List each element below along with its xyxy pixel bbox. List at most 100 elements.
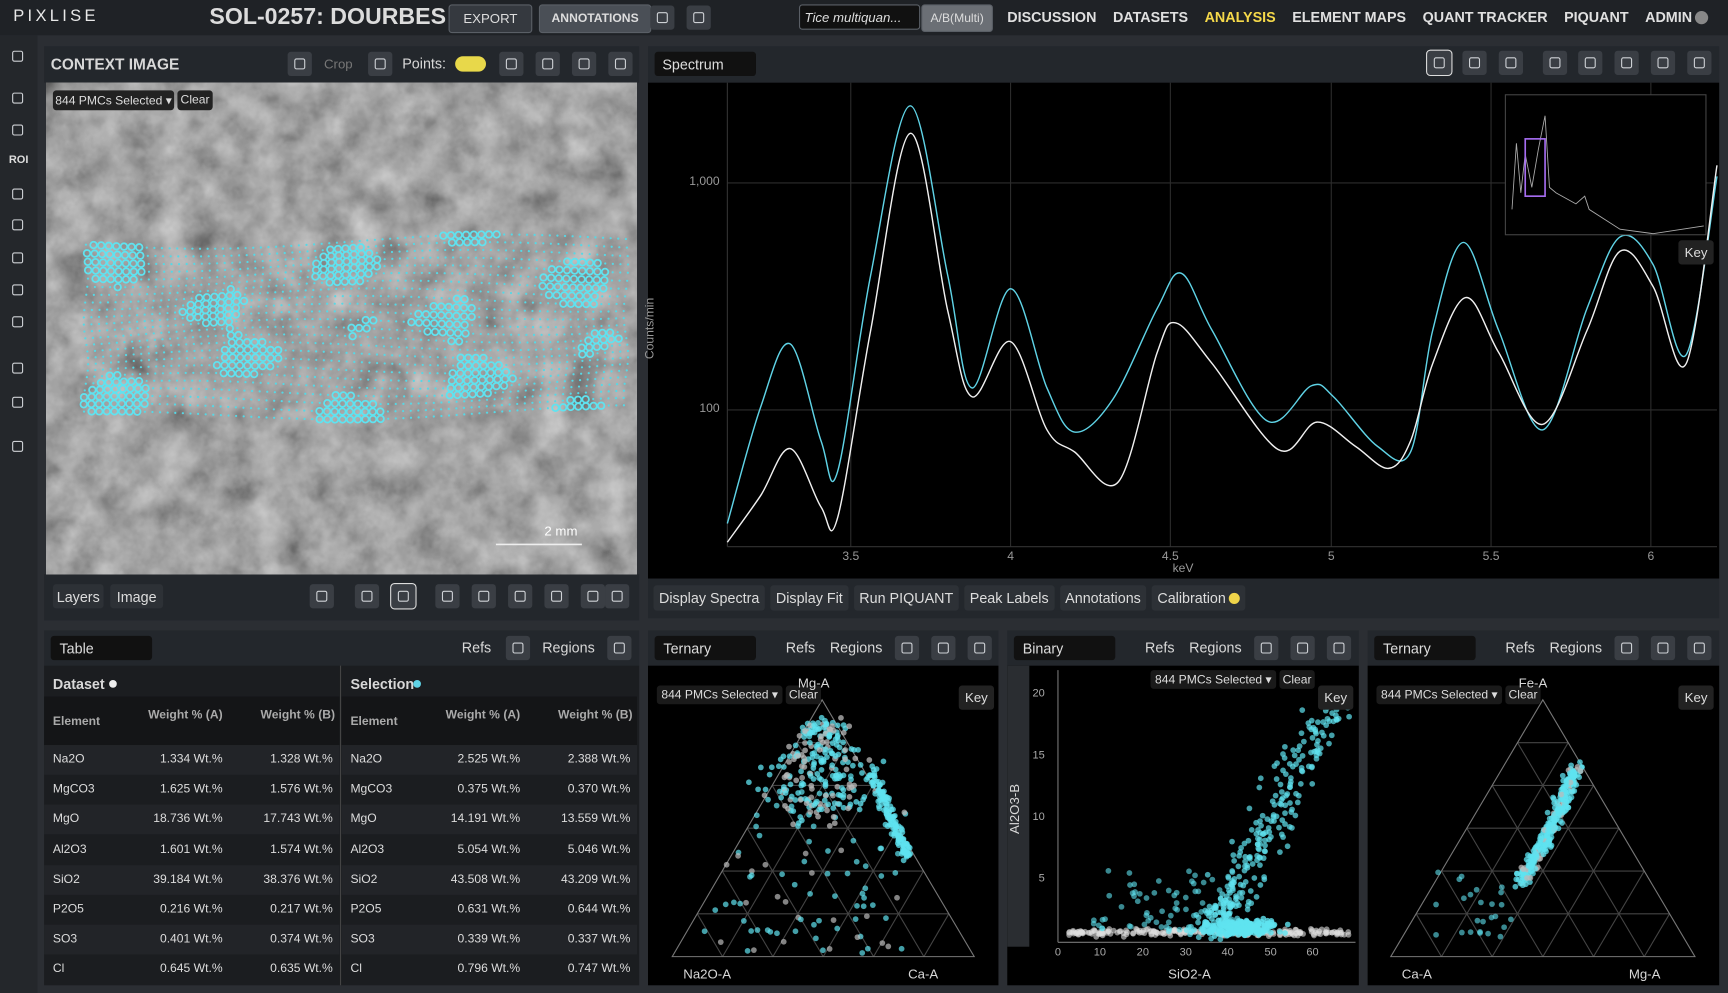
sidebar-button[interactable] (6, 182, 30, 206)
tool-button[interactable] (1650, 635, 1676, 661)
selection-dropdown[interactable]: 844 PMCs Selected ▾ (1150, 670, 1277, 689)
tool-button[interactable] (499, 51, 524, 77)
tool-button[interactable] (931, 635, 956, 661)
sidebar-button[interactable] (6, 310, 30, 334)
tool-button[interactable] (544, 584, 569, 609)
tool-button[interactable] (390, 583, 417, 610)
nav-link[interactable]: ANALYSIS (1204, 8, 1276, 26)
tool-button[interactable] (354, 584, 380, 609)
tab-button[interactable]: Image (110, 584, 164, 609)
tool-button[interactable] (471, 584, 496, 609)
tool-button[interactable] (1326, 635, 1352, 661)
tool-button[interactable] (1426, 49, 1453, 77)
tool-button[interactable] (309, 584, 334, 609)
selection-dropdown[interactable]: 844 PMCs Selected ▾ (52, 90, 175, 111)
annotations-button[interactable]: ANNOTATIONS (538, 4, 652, 34)
plot-dropdown[interactable]: Ternary (654, 635, 756, 661)
nav-link[interactable]: ELEMENT MAPS (1292, 8, 1407, 26)
zoom-out[interactable] (580, 584, 606, 609)
key-button[interactable]: Key (958, 685, 995, 710)
axis-label[interactable]: Mg-A (1628, 966, 1661, 982)
sidebar-button[interactable] (6, 213, 30, 237)
toolbar-button[interactable]: Calibration (1151, 585, 1246, 611)
clear-button[interactable]: Clear (177, 90, 213, 111)
zoom-in[interactable] (605, 584, 630, 609)
fit-button[interactable] (505, 635, 531, 661)
tool-button[interactable] (508, 584, 533, 609)
quant-select[interactable]: Tice multiquan... (798, 4, 921, 30)
ab-toggle[interactable]: A/B(Multi) (921, 4, 993, 32)
sidebar-label[interactable]: ROI (8, 154, 29, 167)
export-button[interactable]: EXPORT (448, 4, 533, 34)
sidebar-button[interactable] (6, 434, 30, 458)
regions-button[interactable]: Regions (1549, 639, 1603, 656)
sidebar-button[interactable] (6, 246, 30, 270)
nav-link[interactable]: DATASETS (1112, 8, 1189, 26)
selection-dropdown[interactable]: 844 PMCs Selected ▾ (1376, 685, 1503, 705)
toolbar-button[interactable]: Annotations (1059, 585, 1147, 611)
settings-button[interactable] (607, 635, 632, 661)
toolbar-button[interactable]: Run PIQUANT (853, 585, 959, 611)
sidebar-button[interactable] (6, 118, 30, 142)
spectrum-dropdown[interactable]: Spectrum (654, 51, 756, 77)
screenshot-button[interactable] (686, 5, 711, 30)
sidebar-button[interactable] (6, 390, 30, 414)
nav-link[interactable]: ADMIN (1645, 8, 1693, 26)
clear-button[interactable]: Clear (785, 685, 822, 705)
crop-button[interactable]: Crop (323, 56, 353, 72)
tool-button[interactable] (894, 635, 920, 661)
axis-label[interactable]: Ca-A (908, 966, 939, 982)
tool-button[interactable] (1290, 635, 1315, 661)
tool-button[interactable] (608, 51, 633, 77)
refs-button[interactable]: Refs (785, 639, 816, 656)
tool-button[interactable] (1614, 50, 1639, 75)
plot-dropdown[interactable]: Ternary (1374, 635, 1476, 661)
axis-label[interactable]: Fe-A (1518, 675, 1548, 692)
tab-button[interactable]: Layers (52, 584, 104, 609)
tool-button[interactable] (1578, 50, 1603, 75)
nav-link[interactable]: PIQUANT (1564, 8, 1629, 26)
regions-button[interactable]: Regions (542, 639, 595, 656)
x-axis-label[interactable]: SiO2-A (1168, 966, 1211, 982)
tool-button[interactable] (1542, 50, 1568, 75)
tool-button[interactable] (1462, 50, 1487, 75)
refs-button[interactable]: Refs (461, 639, 492, 656)
tool-button[interactable] (967, 635, 992, 661)
regions-button[interactable]: Regions (829, 639, 883, 656)
regions-button[interactable]: Regions (1189, 639, 1242, 656)
nav-link[interactable]: QUANT TRACKER (1422, 8, 1548, 26)
edit-button[interactable] (650, 5, 675, 30)
refs-button[interactable]: Refs (1505, 639, 1535, 656)
key-button[interactable]: Key (1678, 685, 1714, 710)
sidebar-button[interactable] (6, 86, 30, 110)
sidebar-button[interactable] (6, 278, 30, 302)
export-button[interactable] (287, 51, 312, 77)
tool-button[interactable] (571, 51, 597, 77)
clear-button[interactable]: Clear (1279, 670, 1315, 689)
axis-label[interactable]: Ca-A (1401, 966, 1432, 982)
selection-dropdown[interactable]: 844 PMCs Selected ▾ (656, 685, 783, 705)
tool-button[interactable] (1687, 635, 1712, 661)
toolbar-button[interactable]: Display Fit (770, 585, 849, 611)
clear-button[interactable]: Clear (1505, 685, 1541, 705)
toolbar-button[interactable]: Display Spectra (653, 585, 765, 611)
sidebar-button[interactable] (6, 356, 30, 380)
sidebar-button[interactable] (6, 44, 30, 68)
table-dropdown[interactable]: Table (50, 635, 153, 661)
tool-button[interactable] (1498, 50, 1524, 75)
tool-button[interactable] (535, 51, 560, 77)
tool-button[interactable] (435, 584, 460, 609)
tool-button[interactable] (1687, 50, 1712, 75)
tool-button[interactable] (1650, 50, 1676, 75)
plot-dropdown[interactable]: Binary (1013, 635, 1116, 661)
refs-button[interactable]: Refs (1145, 639, 1175, 656)
points-toggle[interactable] (455, 56, 486, 72)
axis-label[interactable]: Mg-A (797, 675, 830, 692)
toolbar-button[interactable]: Peak Labels (964, 585, 1055, 611)
axis-label[interactable]: Na2O-A (683, 966, 732, 982)
tool-button[interactable] (1254, 635, 1279, 661)
key-button[interactable]: Key (1678, 240, 1714, 265)
key-button[interactable]: Key (1318, 685, 1354, 710)
fit-button[interactable] (368, 51, 393, 77)
y-axis-label[interactable]: Al2O3-B (1006, 783, 1023, 834)
